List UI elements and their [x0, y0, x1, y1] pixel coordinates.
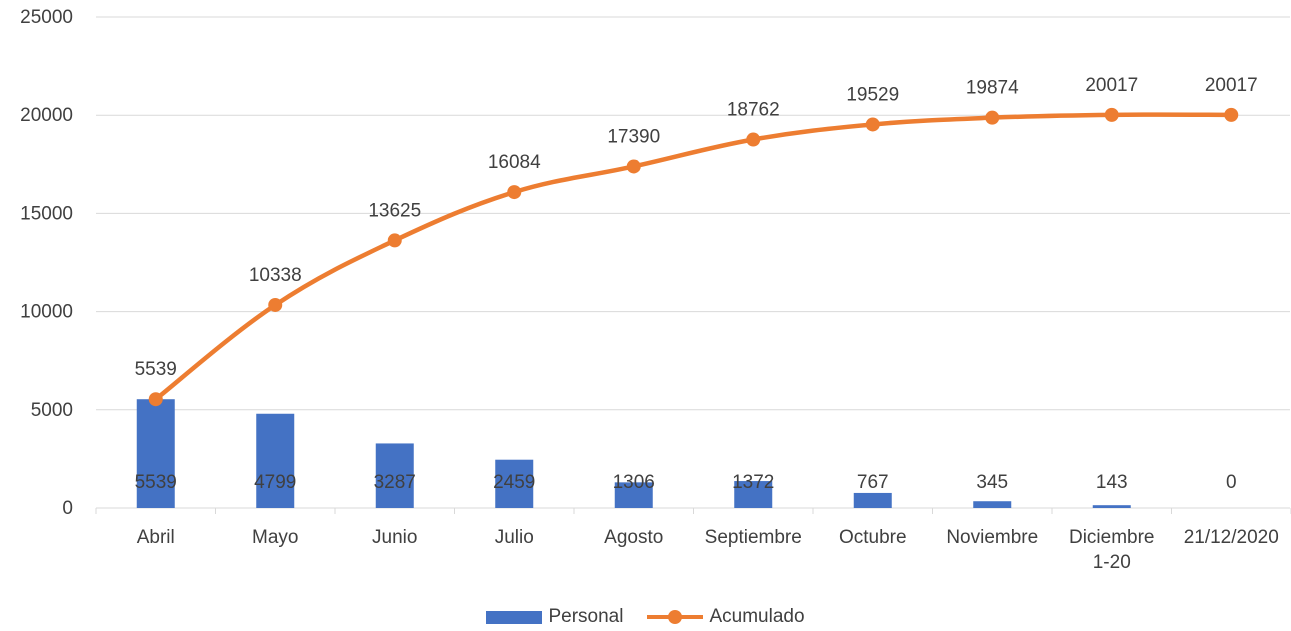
line-data-label: 5539 [135, 359, 177, 380]
point-acumulado [627, 159, 641, 173]
y-tick-label: 5000 [31, 400, 73, 421]
y-tick-label: 10000 [20, 302, 73, 323]
legend: Personal Acumulado [0, 606, 1291, 628]
bar-data-label: 1372 [732, 472, 774, 493]
bar-data-labels: 5539 4799 3287 2459 1306 1372 767 345 143 0 [135, 472, 1237, 493]
x-tick-label: Julio [495, 527, 534, 548]
legend-item-personal: Personal [486, 606, 623, 628]
legend-item-acumulado: Acumulado [647, 606, 804, 628]
x-tick-label: Octubre [839, 527, 907, 548]
bar-personal [1093, 505, 1131, 508]
line-data-label: 10338 [249, 265, 302, 286]
line-data-label: 20017 [1085, 75, 1138, 96]
bar-data-label: 143 [1096, 472, 1128, 493]
bar-data-label: 4799 [254, 472, 296, 493]
point-acumulado [985, 111, 999, 125]
bar-data-label: 0 [1226, 472, 1237, 493]
bar-data-label: 345 [976, 472, 1008, 493]
x-tick-label: Agosto [604, 527, 663, 548]
x-tick-label: 21/12/2020 [1184, 527, 1279, 548]
bar-personal [256, 414, 294, 508]
bar-data-label: 3287 [374, 472, 416, 493]
point-acumulado [149, 392, 163, 406]
line-data-label: 19874 [966, 78, 1019, 99]
x-tick-label: Mayo [252, 527, 298, 548]
y-tick-label: 15000 [20, 203, 73, 224]
y-tick-label: 0 [62, 498, 73, 519]
legend-swatch-acumulado [647, 610, 703, 624]
point-acumulado [746, 133, 760, 147]
point-acumulado [388, 233, 402, 247]
line-data-label: 13625 [368, 200, 421, 221]
legend-swatch-personal [486, 611, 542, 624]
line-data-label: 20017 [1205, 75, 1258, 96]
bar-data-label: 767 [857, 472, 889, 493]
point-acumulado [1105, 108, 1119, 122]
x-tick-label: Abril [137, 527, 175, 548]
bar-data-label: 5539 [135, 472, 177, 493]
bar-personal [973, 501, 1011, 508]
line-acumulado [156, 115, 1232, 400]
point-acumulado [268, 298, 282, 312]
y-tick-label: 25000 [20, 7, 73, 28]
line-series-acumulado [149, 108, 1239, 406]
line-data-label: 17390 [607, 126, 660, 147]
line-data-labels: 5539 10338 13625 16084 17390 18762 19529 19874 2… [135, 75, 1258, 380]
point-acumulado [866, 117, 880, 131]
line-data-label: 16084 [488, 152, 541, 173]
bar-data-label: 1306 [613, 472, 655, 493]
x-tick-label: Junio [372, 527, 417, 548]
x-tick-label: Noviembre [946, 527, 1038, 548]
point-acumulado [507, 185, 521, 199]
line-data-label: 18762 [727, 100, 780, 121]
x-tick-label: Septiembre [705, 527, 802, 548]
legend-label-acumulado: Acumulado [709, 606, 804, 628]
legend-label-personal: Personal [548, 606, 623, 628]
line-data-label: 19529 [846, 84, 899, 105]
y-tick-label: 20000 [20, 105, 73, 126]
bar-personal [854, 493, 892, 508]
x-tick-label: Diciembre 1-20 [1069, 527, 1155, 573]
bar-data-label: 2459 [493, 472, 535, 493]
chart-plot: 0 5000 10000 15000 20000 25000 Abril Mayo Junio J… [0, 0, 1291, 600]
point-acumulado [1224, 108, 1238, 122]
